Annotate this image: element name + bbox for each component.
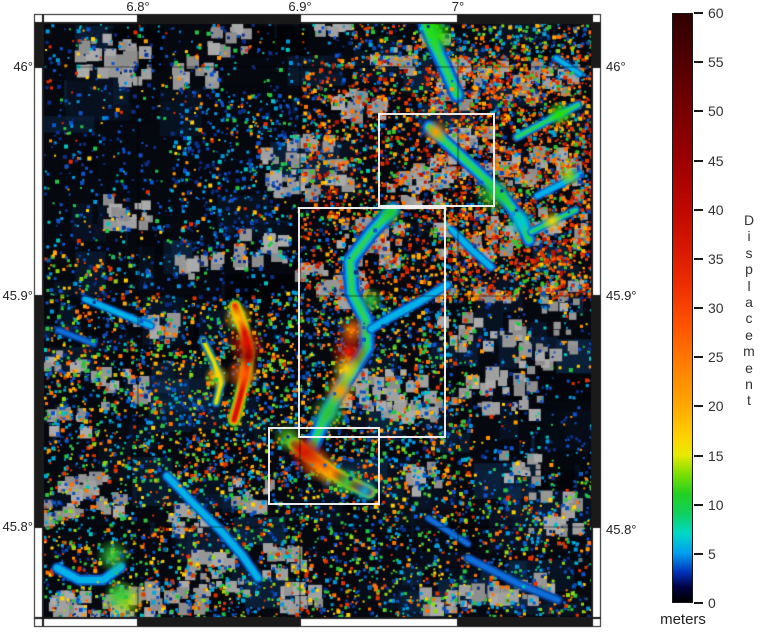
colorbar-tick [694,110,703,113]
inset-box-north [378,113,495,207]
colorbar-tick [694,208,703,211]
colorbar-gradient [672,13,693,603]
colorbar-tick-label: 0 [708,595,716,611]
colorbar-tick [694,356,703,359]
lat-label-right-46: 46° [606,59,626,74]
colorbar-tick-label: 10 [708,496,724,513]
colorbar-tick [694,602,703,604]
colorbar-tick [694,503,703,506]
lat-label-right-45.8: 45.8° [606,522,637,537]
colorbar-tick [694,307,703,309]
lat-label-left-45.9: 45.9° [2,288,33,303]
lat-label-left-46: 46° [13,59,33,74]
colorbar-tick-label: 40 [708,201,724,218]
colorbar-tick [694,12,703,14]
colorbar-tick [694,159,703,162]
colorbar-tick [694,257,703,260]
lon-label-7: 7° [451,0,465,14]
colorbar-tick-label: 50 [708,103,724,120]
colorbar-tick-label: 20 [708,398,724,415]
lat-label-left-45.8: 45.8° [2,519,33,534]
colorbar-tick [694,454,703,457]
inset-box-center [298,207,446,438]
lon-label-6.9: 6.9° [288,0,312,14]
colorbar-tick-label: 45 [708,152,724,169]
lat-label-right-45.9: 45.9° [606,288,637,303]
colorbar-tick-label: 35 [708,250,724,267]
colorbar-unit-label: meters [660,611,706,628]
colorbar-tick [694,552,703,555]
colorbar-tick-label: 30 [708,300,724,316]
colorbar-tick-label: 5 [708,545,716,562]
colorbar-tick [694,405,703,408]
colorbar-tick [694,61,703,64]
colorbar-tick-label: 25 [708,349,724,366]
inset-box-south [268,427,380,505]
colorbar-tick-label: 15 [708,447,724,464]
lon-label-6.8: 6.8° [126,0,150,14]
colorbar-tick-label: 60 [708,5,724,21]
colorbar-tick-label: 55 [708,54,724,71]
